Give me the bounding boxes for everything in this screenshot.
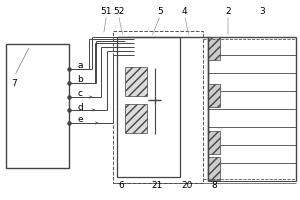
Text: 2: 2 (225, 6, 231, 16)
Bar (208, 37, 220, 60)
Text: 7: 7 (11, 79, 17, 88)
Bar (112, 31, 202, 183)
Text: b: b (77, 75, 83, 84)
Text: c: c (78, 90, 83, 98)
Bar (208, 84, 220, 107)
Bar (124, 104, 147, 133)
Text: 5: 5 (158, 6, 164, 16)
Text: 4: 4 (182, 6, 187, 16)
Text: 20: 20 (182, 182, 193, 190)
Text: e: e (78, 116, 83, 124)
Text: 21: 21 (152, 182, 163, 190)
Text: 6: 6 (118, 182, 124, 190)
Text: 8: 8 (212, 182, 218, 190)
Text: 51: 51 (101, 6, 112, 16)
Text: d: d (77, 102, 83, 112)
Bar (117, 37, 180, 177)
Bar (208, 157, 220, 180)
Bar (6, 44, 69, 168)
Bar (124, 67, 147, 96)
Bar (208, 131, 220, 154)
Text: a: a (78, 62, 83, 71)
Text: 52: 52 (113, 6, 124, 16)
Text: 3: 3 (260, 6, 266, 16)
